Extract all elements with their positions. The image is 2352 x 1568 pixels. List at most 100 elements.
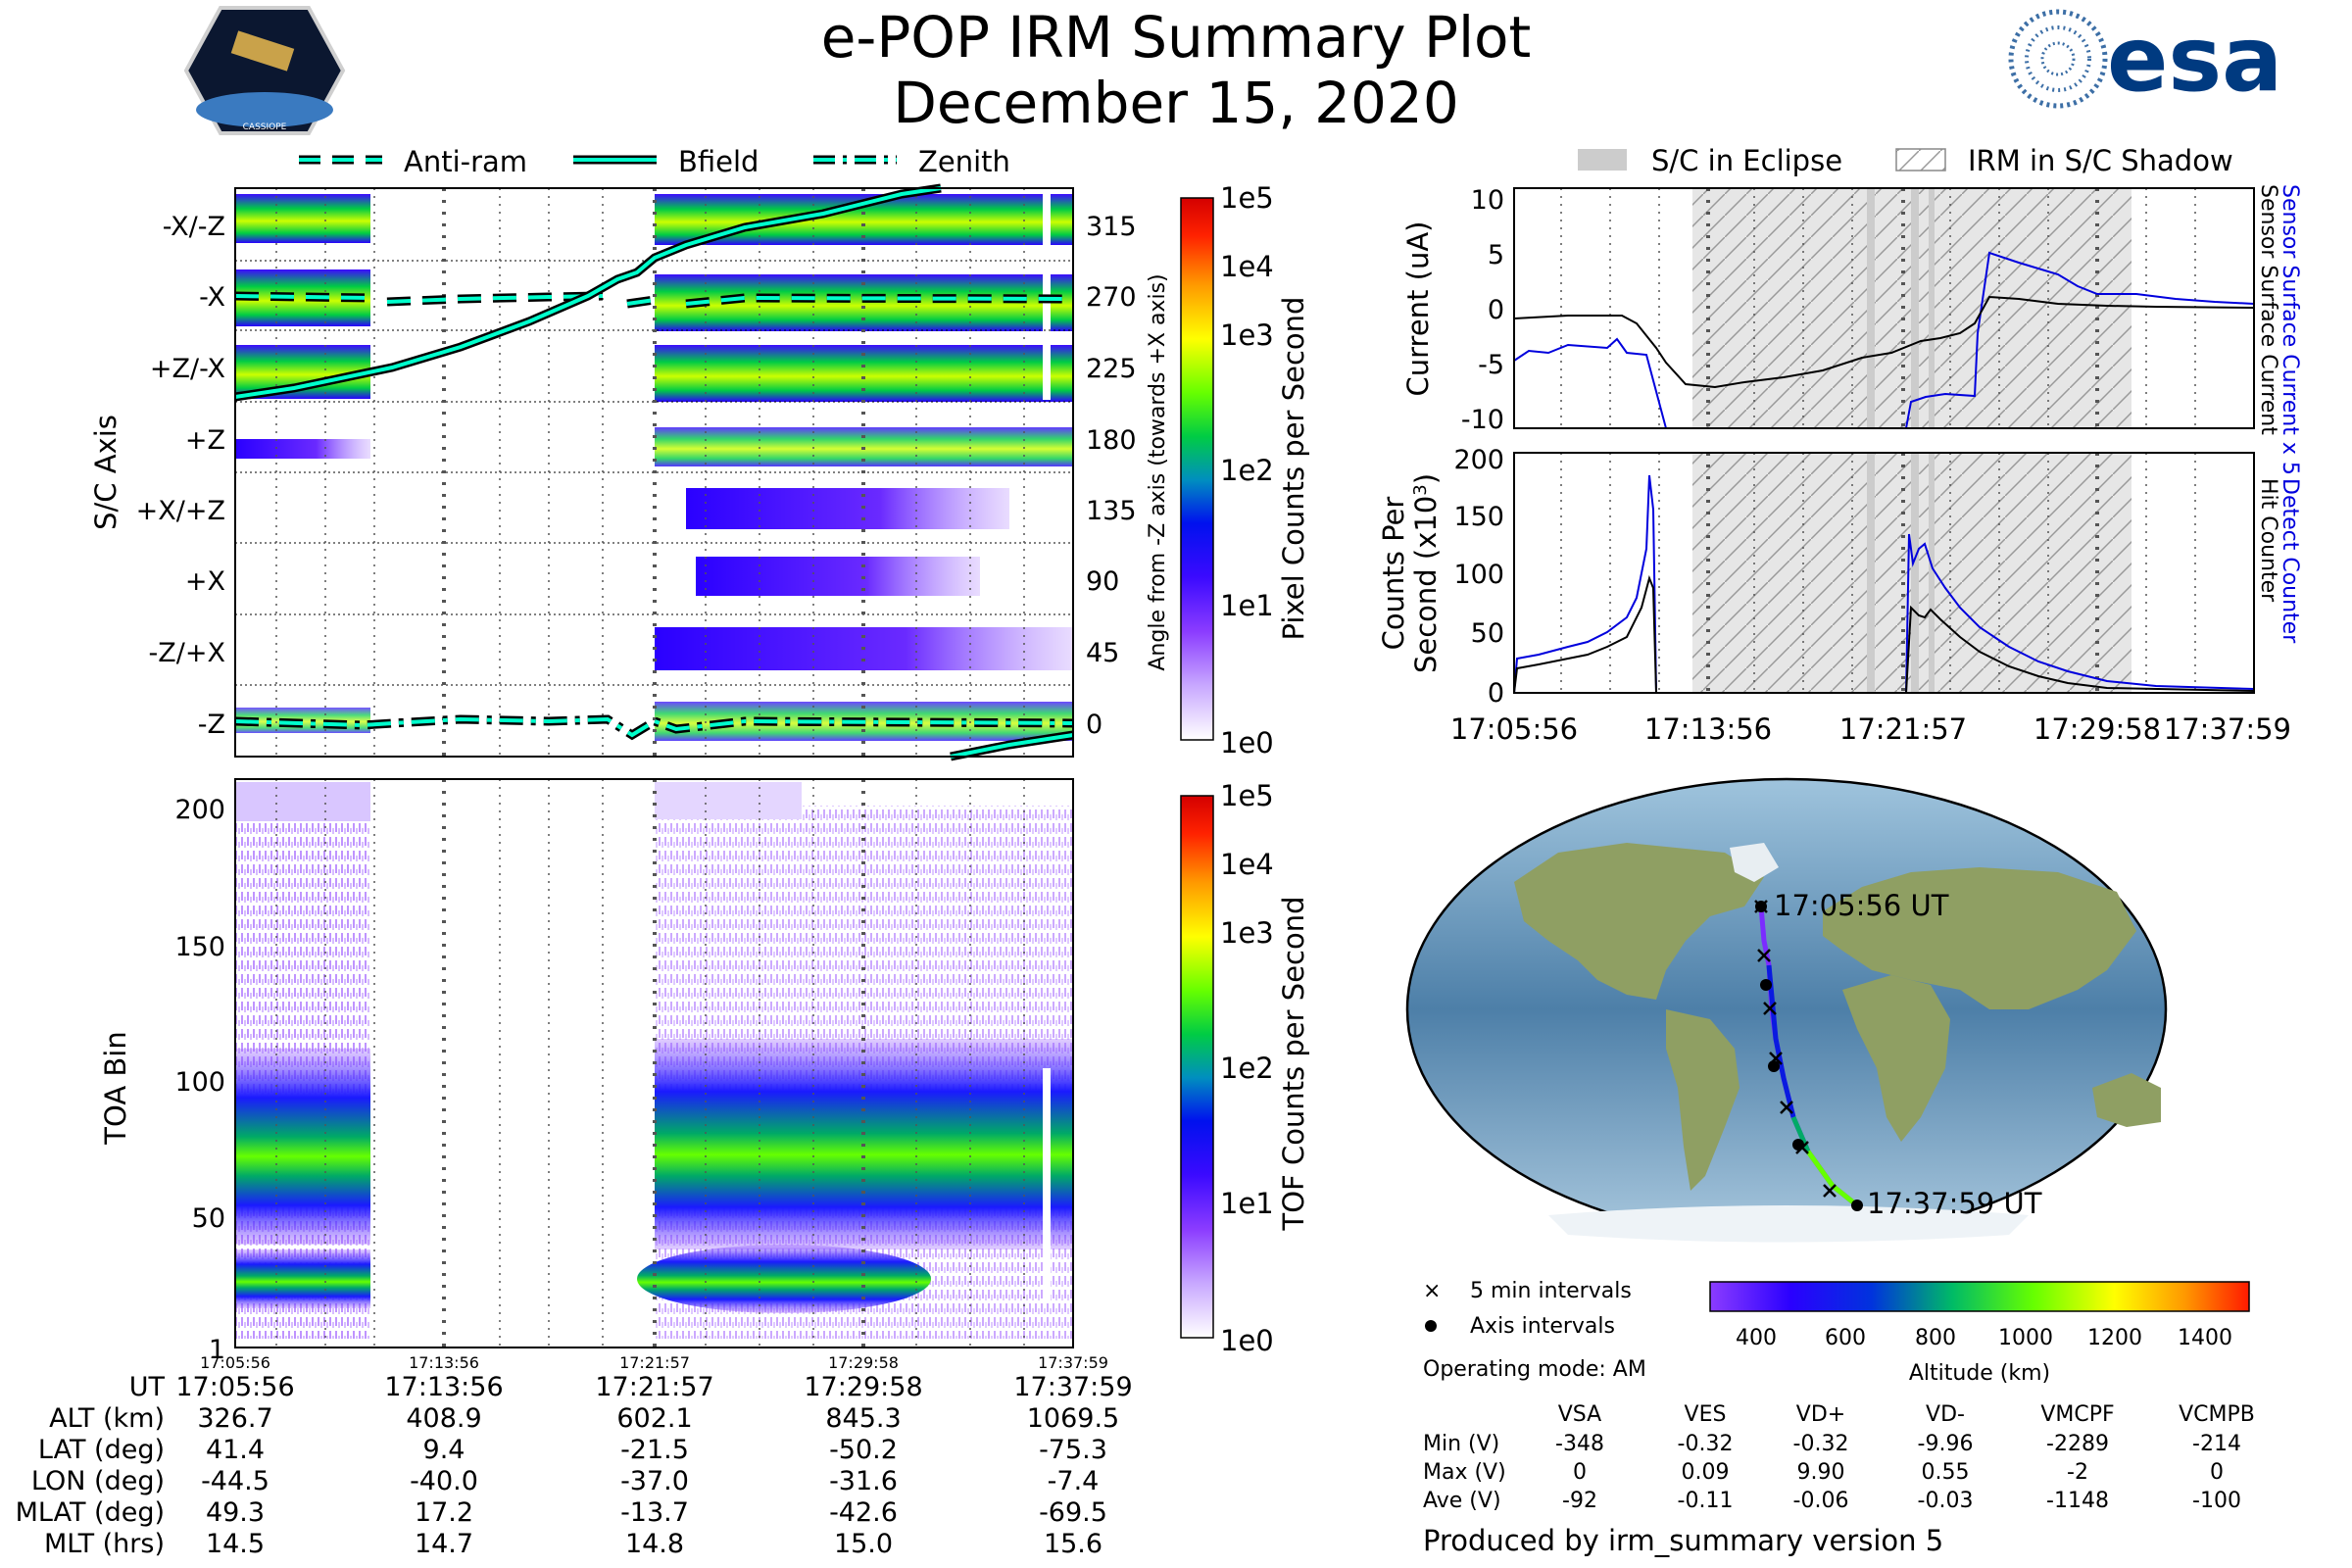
voltage-row-label: Max (V) xyxy=(1423,1460,1506,1485)
counts-ytick: 150 xyxy=(1453,502,1504,532)
page-date: December 15, 2020 xyxy=(893,70,1458,136)
alt-cbar-label: Altitude (km) xyxy=(1909,1361,2050,1386)
sc-right-tick: 135 xyxy=(1086,496,1137,526)
ephemeris-cell: 15.0 xyxy=(834,1529,893,1559)
counts-ytick: 0 xyxy=(1488,678,1504,709)
current-ylabel: Current (uA) xyxy=(1401,221,1435,397)
axis-interval-markers xyxy=(1755,901,1863,1211)
current-ytick: -5 xyxy=(1478,350,1504,380)
legend-right: S/C in Eclipse IRM in S/C Shadow xyxy=(1578,144,2233,177)
ephemeris-cell: 17:05:56 xyxy=(175,1372,294,1402)
left-xtick: 17:21:57 xyxy=(619,1353,690,1372)
ephemeris-cell: 17.2 xyxy=(415,1497,473,1528)
ephemeris-table: UT 17:05:56 17:13:56 17:21:57 17:29:58 17:37:… xyxy=(16,1372,1133,1559)
ephemeris-row-label: UT xyxy=(129,1372,166,1402)
ephemeris-cell: -69.5 xyxy=(1039,1497,1107,1528)
current-panel: 10 5 0 -5 -10 Current (uA) Sensor Surfac… xyxy=(1401,184,2302,475)
ephemeris-cell: 408.9 xyxy=(406,1403,481,1434)
ephemeris-cell: 15.6 xyxy=(1044,1529,1102,1559)
voltage-col-header: VMCPF xyxy=(2040,1402,2114,1427)
voltage-cell: -2 xyxy=(2067,1460,2088,1485)
right-xtick: 17:37:59 xyxy=(2164,712,2291,746)
tof-colorbar xyxy=(1180,795,1214,1339)
esa-logo: esa xyxy=(2008,7,2282,112)
sc-ytick: -X/-Z xyxy=(163,212,225,242)
ephemeris-row-label: ALT (km) xyxy=(49,1403,165,1434)
ephemeris-cell: 602.1 xyxy=(616,1403,692,1434)
tof-cbar-tick: 1e5 xyxy=(1220,779,1274,812)
pixel-cbar-tick: 1e0 xyxy=(1220,726,1274,760)
ephemeris-cell: 9.4 xyxy=(423,1435,466,1465)
sc-right-tick: 270 xyxy=(1086,282,1137,313)
legend-bfield: Bfield xyxy=(678,145,759,178)
voltage-col-header: VCMPB xyxy=(2179,1402,2255,1427)
sc-right-tick: 0 xyxy=(1086,710,1102,740)
alt-cbar-tick: 800 xyxy=(1915,1326,1956,1350)
voltage-cell: -0.32 xyxy=(1793,1432,1849,1456)
counts-ytick: 200 xyxy=(1453,445,1504,475)
ephemeris-cell: -7.4 xyxy=(1048,1466,1100,1496)
left-xtick: 17:29:58 xyxy=(828,1353,899,1372)
right-xtick: 17:29:58 xyxy=(2034,712,2161,746)
map-end-label: 17:37:59 UT xyxy=(1867,1187,2042,1220)
sc-axis-ylabel: S/C Axis xyxy=(89,415,122,530)
continents xyxy=(1514,843,2161,1243)
current-right-label-blue: Sensor Surface Current x 5 xyxy=(2278,184,2302,475)
sc-right-tick: 315 xyxy=(1086,212,1137,242)
voltage-row-label: Ave (V) xyxy=(1423,1489,1501,1513)
counts-right-label-blue: Detect Counter xyxy=(2278,478,2302,644)
header: CASSIOPE e-POP IRM Summary Plot December… xyxy=(183,4,2282,136)
toa-ytick: 200 xyxy=(174,795,225,825)
ephemeris-cell: 845.3 xyxy=(825,1403,901,1434)
pixel-colorbar xyxy=(1180,197,1214,741)
page-title: e-POP IRM Summary Plot xyxy=(821,4,1532,71)
counts-ytick: 100 xyxy=(1453,560,1504,590)
ephemeris-row-label: MLT (hrs) xyxy=(44,1529,165,1559)
legend-eclipse: S/C in Eclipse xyxy=(1651,144,1842,177)
sc-right-tick: 90 xyxy=(1086,566,1119,597)
sc-ytick: -X xyxy=(199,282,225,313)
ephemeris-cell: 41.4 xyxy=(206,1435,265,1465)
voltage-cell: -0.11 xyxy=(1678,1489,1734,1513)
pixel-cbar-tick: 1e4 xyxy=(1220,250,1274,283)
ephemeris-cell: -31.6 xyxy=(829,1466,898,1496)
left-xtick: 17:05:56 xyxy=(200,1353,270,1372)
sc-right-tick: 45 xyxy=(1086,638,1119,668)
current-ytick: 10 xyxy=(1471,185,1504,216)
toa-ylabel: TOA Bin xyxy=(99,1031,132,1145)
ephemeris-cell: 14.7 xyxy=(415,1529,473,1559)
ephemeris-row-label: LON (deg) xyxy=(31,1466,165,1496)
sc-ytick: +X/+Z xyxy=(136,496,225,526)
alt-cbar-tick: 1200 xyxy=(2087,1326,2142,1350)
altitude-colorbar: 400 600 800 1000 1200 1400 Altitude (km) xyxy=(1709,1281,2250,1386)
counts-ylabel-2: Second (x103) xyxy=(1409,473,1443,673)
legend-five-minute: 5 min intervals xyxy=(1470,1279,1632,1303)
voltage-cell: 0.55 xyxy=(1922,1460,1970,1485)
sc-ytick: +Z/-X xyxy=(150,354,225,384)
ephemeris-cell: 17:37:59 xyxy=(1013,1372,1132,1402)
legend-zenith: Zenith xyxy=(918,145,1010,178)
orbit-map: 17:05:56 UT 17:37:59 UT xyxy=(1405,777,2168,1243)
cassiope-logo-text: CASSIOPE xyxy=(243,122,287,132)
esa-logo-text: esa xyxy=(2107,7,2282,112)
toa-ytick: 150 xyxy=(174,932,225,962)
voltage-cell: -9.96 xyxy=(1918,1432,1974,1456)
counts-ytick: 50 xyxy=(1471,618,1504,649)
toa-ytick: 1 xyxy=(209,1335,225,1365)
dot-symbol xyxy=(1425,1320,1437,1332)
current-ytick: 0 xyxy=(1488,295,1504,325)
ephemeris-cell: -21.5 xyxy=(620,1435,689,1465)
voltage-cell: -0.06 xyxy=(1793,1489,1849,1513)
toa-panel: 200 150 100 50 1 TOA Bin 1e5 1e4 1e3 1e2… xyxy=(99,778,1310,1365)
current-ytick: -10 xyxy=(1461,405,1504,435)
legend-axis-intervals: Axis intervals xyxy=(1470,1314,1615,1339)
voltage-col-header: VES xyxy=(1685,1402,1727,1427)
tof-cbar-tick: 1e3 xyxy=(1220,916,1274,950)
counts-ylabel-2-text: Second (x10 xyxy=(1409,496,1443,673)
cassiope-logo: CASSIOPE xyxy=(183,6,346,135)
ephemeris-cell: 14.8 xyxy=(625,1529,684,1559)
alt-cbar-tick: 600 xyxy=(1825,1326,1866,1350)
sc-right-tick: 180 xyxy=(1086,425,1137,456)
sc-angle-label: Angle from -Z axis (towards +X axis) xyxy=(1146,273,1170,670)
